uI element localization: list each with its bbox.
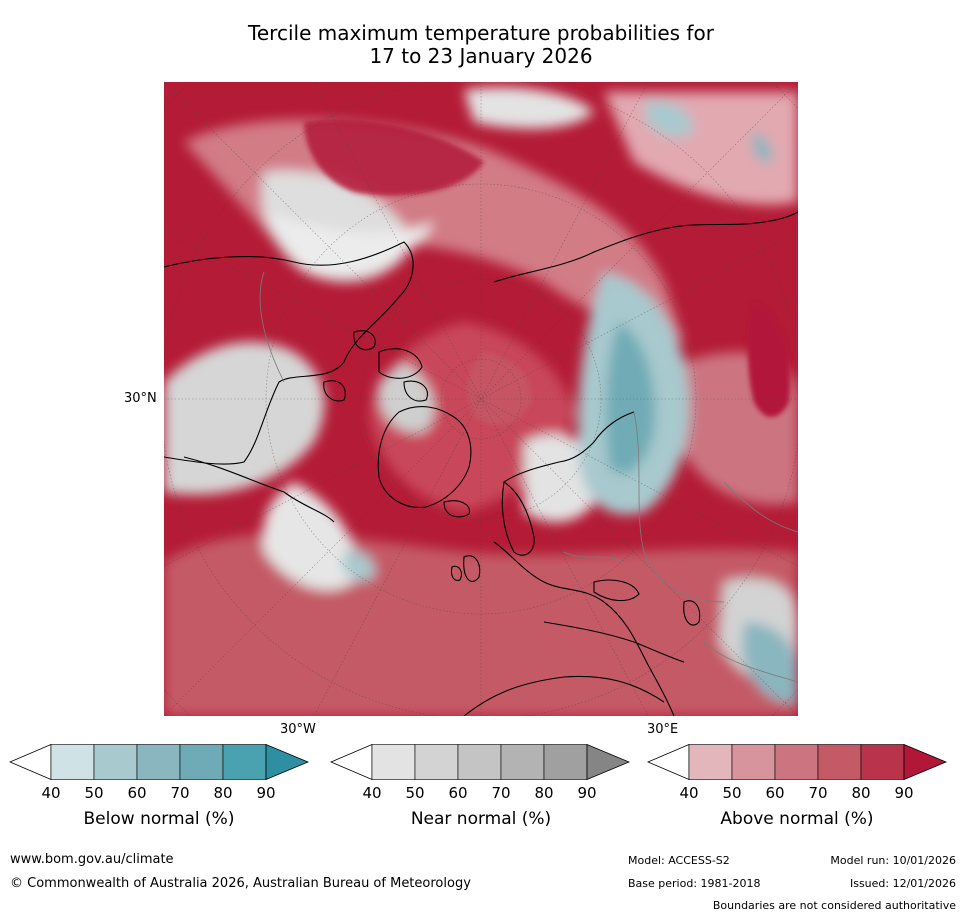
colorbar-segment (860, 744, 905, 780)
colorbar-near-normal (330, 744, 630, 780)
colorbar-segment (179, 744, 224, 780)
colorbar-tick-label: 90 (577, 784, 597, 802)
base-period: Base period: 1981-2018 (628, 877, 761, 890)
colorbar-above-normal (647, 744, 947, 780)
legend-title-above: Above normal (%) (720, 809, 874, 829)
colorbar-segment (136, 744, 181, 780)
map-title-line2: 17 to 23 January 2026 (369, 44, 593, 68)
colorbar-tick-label: 70 (491, 784, 511, 802)
colorbar-tick-label: 70 (170, 784, 190, 802)
colorbar-tick-label: 50 (405, 784, 425, 802)
colorbar-tick-label: 40 (41, 784, 61, 802)
colorbar-segment (774, 744, 819, 780)
colorbar-tick-label: 90 (894, 784, 914, 802)
colorbar-extend-low (9, 744, 52, 780)
colorbar-extend-low (330, 744, 373, 780)
colorbar-segment (457, 744, 502, 780)
map-title: Tercile maximum temperature probabilitie… (164, 22, 798, 68)
model-name: Model: ACCESS-S2 (628, 854, 730, 867)
latitude-label: 30°N (124, 391, 157, 406)
model-run-date: Model run: 10/01/2026 (830, 854, 956, 867)
colorbar-segment (688, 744, 733, 780)
colorbar-segment (50, 744, 95, 780)
colorbar-tick-label: 60 (127, 784, 147, 802)
colorbar-segment (414, 744, 459, 780)
colorbar-tick-label: 50 (84, 784, 104, 802)
website-link[interactable]: www.bom.gov.au/climate (10, 852, 174, 867)
colorbar-tick-label: 80 (213, 784, 233, 802)
longitude-label-east: 30°E (647, 722, 679, 737)
colorbar-segment (817, 744, 862, 780)
colorbar-tick-label: 40 (679, 784, 699, 802)
colorbar-tick-label: 60 (448, 784, 468, 802)
colorbar-tick-label: 70 (808, 784, 828, 802)
colorbar-below-normal (9, 744, 309, 780)
legend-title-below: Below normal (%) (83, 809, 235, 829)
coastlines (164, 211, 798, 716)
colorbar-segment (371, 744, 416, 780)
colorbar-extend-high (903, 744, 947, 780)
boundaries-disclaimer: Boundaries are not considered authoritat… (712, 899, 956, 912)
colorbar-tick-label: 90 (256, 784, 276, 802)
map-title-line1: Tercile maximum temperature probabilitie… (248, 21, 714, 45)
colorbar-segment (500, 744, 545, 780)
colorbar-tick-label: 80 (851, 784, 871, 802)
colorbar-tick-label: 60 (765, 784, 785, 802)
copyright-text: © Commonwealth of Australia 2026, Austra… (10, 876, 471, 891)
colorbar-segment (222, 744, 267, 780)
colorbar-extend-high (265, 744, 309, 780)
colorbar-extend-high (586, 744, 630, 780)
colorbar-tick-label: 50 (722, 784, 742, 802)
colorbar-tick-label: 40 (362, 784, 382, 802)
colorbar-extend-low (647, 744, 690, 780)
colorbar-tick-label: 80 (534, 784, 554, 802)
legend-title-near: Near normal (%) (410, 809, 552, 829)
colorbar-segment (93, 744, 138, 780)
probability-map (164, 82, 798, 716)
longitude-label-west: 30°W (280, 722, 316, 737)
issued-date: Issued: 12/01/2026 (849, 877, 956, 890)
colorbar-segment (543, 744, 588, 780)
colorbar-segment (731, 744, 776, 780)
